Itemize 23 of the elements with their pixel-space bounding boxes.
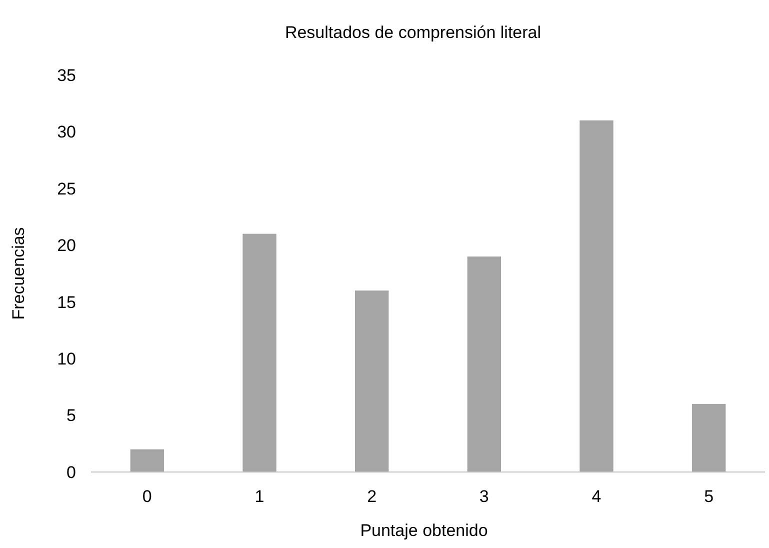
x-axis-title: Puntaje obtenido — [360, 521, 488, 540]
y-axis-title: Frecuencias — [9, 227, 28, 320]
x-tick-label: 1 — [254, 487, 264, 506]
y-tick-label: 30 — [57, 122, 76, 142]
y-tick-label: 0 — [66, 462, 76, 482]
bar — [130, 449, 164, 472]
y-tick-label: 25 — [57, 179, 76, 198]
y-tick-label: 10 — [57, 350, 76, 369]
y-tick-label: 15 — [57, 292, 76, 312]
x-tick-label: 0 — [142, 487, 152, 506]
y-tick-label: 35 — [57, 66, 76, 85]
chart-title: Resultados de comprensión literal — [284, 23, 542, 42]
y-tick-label: 20 — [57, 236, 76, 256]
bar — [467, 256, 502, 472]
bar — [580, 120, 614, 472]
x-tick-label: 5 — [704, 487, 714, 506]
bar — [242, 234, 276, 472]
x-tick-label: 4 — [592, 487, 602, 506]
x-tick-label: 2 — [367, 487, 377, 506]
bar — [354, 290, 389, 472]
bar — [692, 404, 726, 472]
x-tick-label: 3 — [479, 487, 489, 506]
y-tick-label: 5 — [66, 406, 76, 426]
